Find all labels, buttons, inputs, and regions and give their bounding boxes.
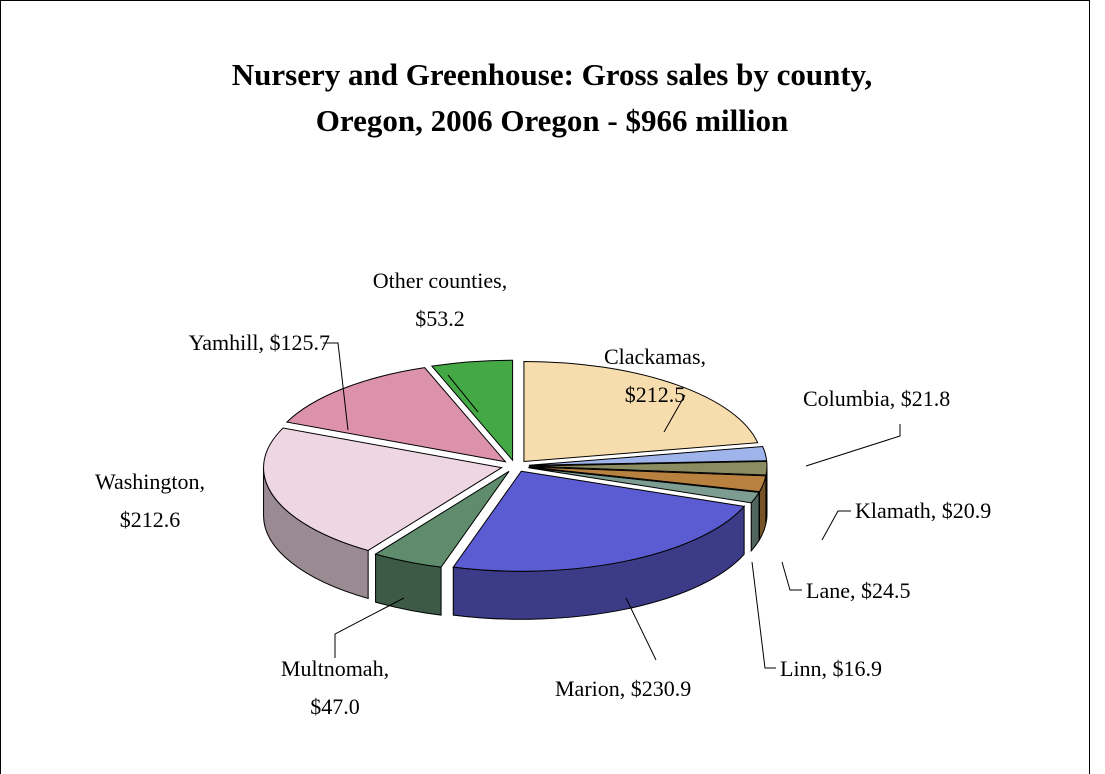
- slice: [430, 359, 514, 462]
- leader-line: [663, 394, 686, 433]
- leader-line: [334, 597, 405, 658]
- data-label: Yamhill, $125.7: [188, 330, 330, 355]
- data-label: Other counties, $53.2: [372, 268, 508, 331]
- slice: [528, 446, 768, 466]
- slice: [374, 470, 510, 568]
- slice: [528, 466, 767, 493]
- data-label: Marion, $230.9: [555, 676, 692, 701]
- slice: [523, 360, 759, 463]
- leader-line: [821, 510, 851, 541]
- slice: [528, 467, 760, 504]
- data-label: Washington, $212.6: [94, 469, 206, 532]
- data-label: Columbia, $21.8: [803, 386, 951, 411]
- data-label: Klamath, $20.9: [855, 498, 992, 523]
- leader-line: [781, 561, 802, 591]
- chart-title: Nursery and Greenhouse: Gross sales by c…: [231, 57, 873, 138]
- slice: [263, 427, 503, 551]
- data-label: Lane, $24.5: [806, 578, 911, 603]
- slice: [452, 470, 746, 572]
- data-label: Multnomah, $47.0: [280, 656, 390, 719]
- leader-line: [447, 374, 479, 413]
- leader-line: [323, 342, 349, 431]
- data-label: Clackamas, $212.5: [603, 344, 707, 407]
- leader-line: [625, 597, 657, 661]
- slice: [285, 367, 507, 463]
- leader-line: [751, 561, 776, 669]
- slice: [528, 460, 768, 476]
- leader-line: [805, 424, 901, 467]
- data-label: Linn, $16.9: [780, 656, 883, 681]
